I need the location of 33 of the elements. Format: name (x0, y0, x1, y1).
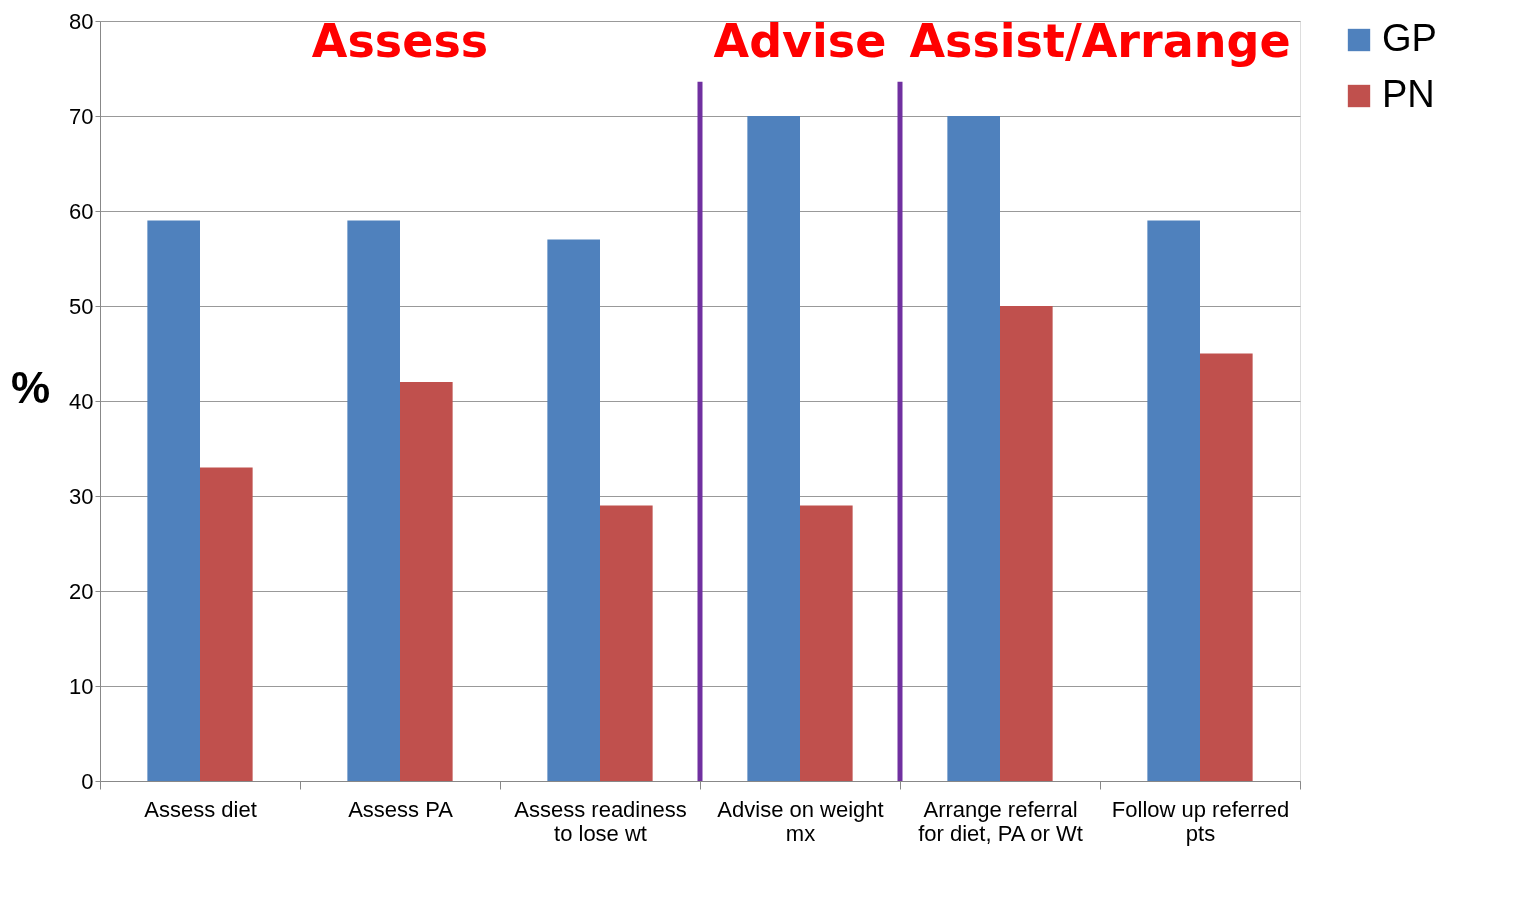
annotation: Assist/Arrange (909, 14, 1291, 68)
bar (547, 239, 600, 781)
x-tick-label: Advise on weight mx (717, 796, 884, 846)
legend-label: PN (1382, 73, 1435, 115)
y-tick-label: 10 (69, 673, 94, 699)
y-tick-label: 0 (81, 768, 94, 794)
x-tick-label: Follow up referred pts (1111, 796, 1290, 846)
y-tick-label: 80 (69, 8, 94, 34)
bar (1000, 306, 1053, 781)
x-tick-label: Arrange referral for diet, PA or Wt (918, 796, 1083, 846)
bar (800, 505, 853, 781)
x-tick-label: Assess readiness to lose wt (514, 796, 687, 846)
bar (1200, 353, 1253, 781)
bar (147, 220, 200, 781)
x-tick-label: Assess PA (348, 796, 454, 822)
y-axis-title: % (10, 362, 51, 412)
bar (947, 116, 1000, 781)
bar (400, 382, 453, 781)
legend-label: GP (1382, 17, 1437, 59)
y-tick-label: 40 (69, 388, 94, 414)
bar (347, 220, 400, 781)
y-tick-label: 50 (69, 293, 94, 319)
x-tick-label: Assess diet (144, 796, 257, 822)
annotation: Assess (311, 14, 489, 68)
y-tick-label: 60 (69, 198, 94, 224)
bar (1147, 220, 1200, 781)
bar (747, 116, 800, 781)
bar (200, 467, 253, 781)
y-tick-label: 30 (69, 483, 94, 509)
annotation: Advise (713, 14, 887, 68)
y-tick-label: 20 (69, 578, 94, 604)
y-tick-label: 70 (69, 103, 94, 129)
bar (600, 505, 653, 781)
